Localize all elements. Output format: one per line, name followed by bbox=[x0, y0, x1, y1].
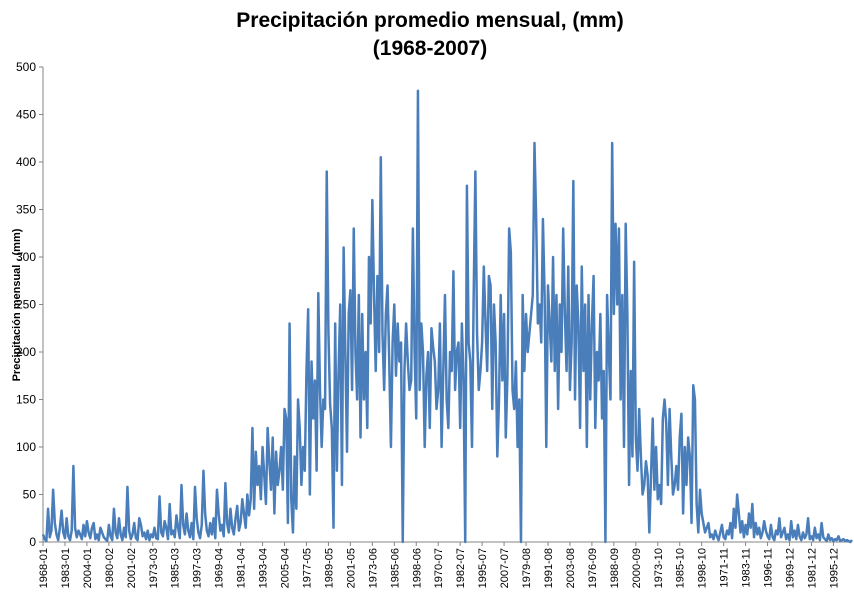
y-tick-label: 350 bbox=[16, 203, 36, 217]
x-tick-label: 1970-07 bbox=[433, 548, 445, 588]
y-tick-label: 400 bbox=[16, 155, 36, 169]
y-tick-label: 300 bbox=[16, 250, 36, 264]
x-tick-label: 2000-09 bbox=[631, 548, 643, 588]
x-tick-label: 2004-01 bbox=[82, 548, 94, 588]
x-tick-label: 1993-04 bbox=[258, 548, 270, 588]
y-tick-label: 0 bbox=[29, 535, 36, 549]
data-line bbox=[41, 89, 853, 544]
y-axis-label: Precipitación mensual , (mm) bbox=[11, 228, 23, 381]
x-tick-label: 1976-09 bbox=[587, 548, 599, 588]
x-tick-label: 1985-10 bbox=[675, 548, 687, 588]
x-tick-label: 1989-05 bbox=[323, 548, 335, 588]
x-tick-label: 1977-05 bbox=[301, 548, 313, 588]
y-tick-label: 450 bbox=[16, 108, 36, 122]
x-tick-label: 1983-01 bbox=[60, 548, 72, 588]
x-tick-label: 2007-07 bbox=[499, 548, 511, 588]
x-tick-label: 1995-12 bbox=[828, 548, 840, 588]
x-tick-label: 1998-06 bbox=[411, 548, 423, 588]
x-tick-label: 2001-05 bbox=[345, 548, 357, 588]
x-tick-label: 1969-04 bbox=[214, 548, 226, 588]
chart-title: Precipitación promedio mensual, (mm) bbox=[236, 9, 623, 32]
x-tick-label: 1997-03 bbox=[192, 548, 204, 588]
x-tick-label: 1985-03 bbox=[170, 548, 182, 588]
x-tick-label: 1980-02 bbox=[104, 548, 116, 588]
x-tick-label: 1995-07 bbox=[477, 548, 489, 588]
x-tick-label: 1968-01 bbox=[38, 548, 50, 588]
x-tick-label: 1985-06 bbox=[389, 548, 401, 588]
y-tick-label: 150 bbox=[16, 393, 36, 407]
x-tick-label: 1996-11 bbox=[763, 548, 775, 588]
y-tick-label: 250 bbox=[16, 298, 36, 312]
x-tick-label: 1991-08 bbox=[543, 548, 555, 588]
x-tick-label: 1988-09 bbox=[609, 548, 621, 588]
x-tick-label: 1971-11 bbox=[719, 548, 731, 588]
y-tick-label: 100 bbox=[16, 440, 36, 454]
x-tick-label: 1983-11 bbox=[741, 548, 753, 588]
y-tick-label: 500 bbox=[16, 60, 36, 74]
x-tick-label: 1969-12 bbox=[785, 548, 797, 588]
x-tick-label: 1973-06 bbox=[367, 548, 379, 588]
x-tick-label: 1981-04 bbox=[236, 548, 248, 588]
chart-title: (1968-2007) bbox=[373, 37, 487, 60]
x-tick-label: 1982-07 bbox=[455, 548, 467, 588]
x-tick-label: 1981-12 bbox=[806, 548, 818, 588]
y-tick-label: 50 bbox=[23, 488, 37, 502]
x-tick-label: 1973-03 bbox=[148, 548, 160, 588]
x-tick-label: 1973-10 bbox=[653, 548, 665, 588]
x-tick-label: 1979-08 bbox=[521, 548, 533, 588]
x-tick-label: 2005-04 bbox=[280, 548, 292, 588]
y-tick-label: 200 bbox=[16, 345, 36, 359]
x-tick-label: 1998-10 bbox=[697, 548, 709, 588]
x-tick-label: 2003-08 bbox=[565, 548, 577, 588]
x-tick-label: 2001-02 bbox=[126, 548, 138, 588]
